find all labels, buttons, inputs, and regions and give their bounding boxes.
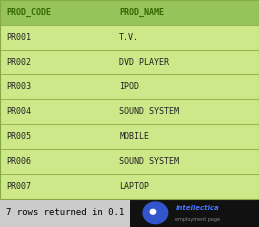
Text: LAPTOP: LAPTOP [119, 182, 149, 191]
Text: PROD_NAME: PROD_NAME [119, 8, 164, 17]
Text: DVD PLAYER: DVD PLAYER [119, 58, 169, 67]
Text: intellectica: intellectica [176, 205, 219, 211]
Bar [0, 0, 259, 199]
Text: PROD_CODE: PROD_CODE [6, 8, 52, 17]
Circle shape [143, 202, 168, 224]
Bar [0, 50, 259, 74]
Text: MOBILE: MOBILE [119, 132, 149, 141]
Bar [0, 99, 259, 124]
Text: employment page: employment page [176, 217, 220, 222]
Text: PR003: PR003 [6, 82, 32, 91]
Circle shape [150, 209, 156, 214]
Text: IPOD: IPOD [119, 82, 139, 91]
Text: PR001: PR001 [6, 33, 32, 42]
Bar [0, 74, 259, 99]
Text: SOUND SYSTEM: SOUND SYSTEM [119, 107, 179, 116]
Text: 7 rows returned in 0.1: 7 rows returned in 0.1 [6, 208, 125, 217]
Bar [0, 174, 259, 199]
Text: SOUND SYSTEM: SOUND SYSTEM [119, 157, 179, 166]
Text: PR007: PR007 [6, 182, 32, 191]
Bar [0, 199, 259, 227]
Text: PR005: PR005 [6, 132, 32, 141]
Text: PR002: PR002 [6, 58, 32, 67]
Bar [0, 0, 259, 25]
Bar [0, 149, 259, 174]
Bar [0, 25, 259, 50]
Bar [0, 124, 259, 149]
Text: PR004: PR004 [6, 107, 32, 116]
Text: T.V.: T.V. [119, 33, 139, 42]
Bar [130, 199, 259, 227]
Text: PR006: PR006 [6, 157, 32, 166]
